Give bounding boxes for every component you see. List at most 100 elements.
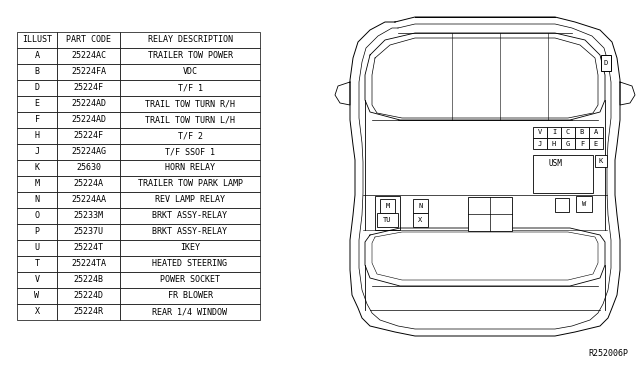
Bar: [120, 96, 260, 112]
Text: D: D: [35, 83, 40, 93]
Bar: [17, 208, 57, 224]
Text: N: N: [419, 203, 422, 209]
Text: BRKT ASSY-RELAY: BRKT ASSY-RELAY: [152, 228, 227, 237]
Text: BRKT ASSY-RELAY: BRKT ASSY-RELAY: [152, 212, 227, 221]
Bar: [120, 288, 260, 304]
Text: HORN RELAY: HORN RELAY: [165, 164, 215, 173]
Bar: [120, 192, 260, 208]
Bar: [57, 160, 120, 176]
Bar: [468, 197, 512, 231]
Bar: [601, 55, 611, 71]
Bar: [17, 272, 57, 288]
Bar: [57, 80, 120, 96]
Text: 25224F: 25224F: [74, 83, 104, 93]
Bar: [375, 196, 400, 230]
Bar: [17, 192, 57, 208]
Bar: [57, 304, 120, 320]
Bar: [57, 112, 120, 128]
Bar: [120, 160, 260, 176]
Text: PART CODE: PART CODE: [66, 35, 111, 45]
Text: 25630: 25630: [76, 164, 101, 173]
Text: TRAIL TOW TURN R/H: TRAIL TOW TURN R/H: [145, 99, 235, 109]
Bar: [589, 138, 603, 149]
Text: G: G: [566, 141, 570, 147]
Bar: [547, 138, 561, 149]
Bar: [120, 304, 260, 320]
Text: U: U: [35, 244, 40, 253]
Bar: [413, 213, 428, 227]
Bar: [380, 199, 395, 213]
Bar: [120, 144, 260, 160]
Text: X: X: [419, 217, 422, 223]
Text: H: H: [552, 141, 556, 147]
Bar: [17, 256, 57, 272]
Text: K: K: [599, 158, 603, 164]
Bar: [547, 127, 561, 138]
Bar: [17, 144, 57, 160]
Bar: [17, 80, 57, 96]
Bar: [576, 196, 592, 212]
Bar: [589, 127, 603, 138]
Bar: [120, 32, 260, 48]
Bar: [595, 155, 607, 167]
Bar: [57, 224, 120, 240]
Text: W: W: [35, 292, 40, 301]
Bar: [120, 128, 260, 144]
Bar: [120, 176, 260, 192]
Text: POWER SOCKET: POWER SOCKET: [160, 276, 220, 285]
Bar: [17, 176, 57, 192]
Text: 25224AD: 25224AD: [71, 99, 106, 109]
Text: T/F 2: T/F 2: [177, 131, 202, 141]
Bar: [575, 127, 589, 138]
Text: J: J: [538, 141, 542, 147]
Text: R252006P: R252006P: [588, 349, 628, 358]
Bar: [561, 138, 575, 149]
Text: 25224T: 25224T: [74, 244, 104, 253]
Bar: [561, 127, 575, 138]
Text: ILLUST: ILLUST: [22, 35, 52, 45]
Text: W: W: [582, 201, 586, 207]
Bar: [120, 112, 260, 128]
Bar: [17, 112, 57, 128]
Bar: [120, 272, 260, 288]
Text: REAR 1/4 WINDOW: REAR 1/4 WINDOW: [152, 308, 227, 317]
Text: T/F SSOF 1: T/F SSOF 1: [165, 148, 215, 157]
Text: 25224B: 25224B: [74, 276, 104, 285]
Bar: [57, 208, 120, 224]
Bar: [17, 48, 57, 64]
Bar: [413, 199, 428, 213]
Bar: [57, 64, 120, 80]
Text: V: V: [35, 276, 40, 285]
Bar: [17, 160, 57, 176]
Bar: [17, 96, 57, 112]
Text: F: F: [580, 141, 584, 147]
Bar: [120, 48, 260, 64]
Bar: [57, 192, 120, 208]
Bar: [120, 208, 260, 224]
Text: F: F: [35, 115, 40, 125]
Bar: [57, 128, 120, 144]
Bar: [533, 155, 593, 193]
Text: E: E: [35, 99, 40, 109]
Text: M: M: [385, 203, 390, 209]
Text: O: O: [35, 212, 40, 221]
Text: 25224AD: 25224AD: [71, 115, 106, 125]
Bar: [120, 80, 260, 96]
Text: 25224F: 25224F: [74, 131, 104, 141]
Text: A: A: [35, 51, 40, 61]
Text: V: V: [538, 129, 542, 135]
Bar: [17, 288, 57, 304]
Text: TRAILER TOW POWER: TRAILER TOW POWER: [147, 51, 232, 61]
Text: 25224A: 25224A: [74, 180, 104, 189]
Text: B: B: [580, 129, 584, 135]
Text: 25224R: 25224R: [74, 308, 104, 317]
Text: P: P: [35, 228, 40, 237]
Text: IKEY: IKEY: [180, 244, 200, 253]
Text: X: X: [35, 308, 40, 317]
Text: D: D: [604, 60, 608, 66]
Text: 25224AC: 25224AC: [71, 51, 106, 61]
Bar: [57, 256, 120, 272]
Bar: [57, 176, 120, 192]
Bar: [17, 128, 57, 144]
Text: 25224AA: 25224AA: [71, 196, 106, 205]
